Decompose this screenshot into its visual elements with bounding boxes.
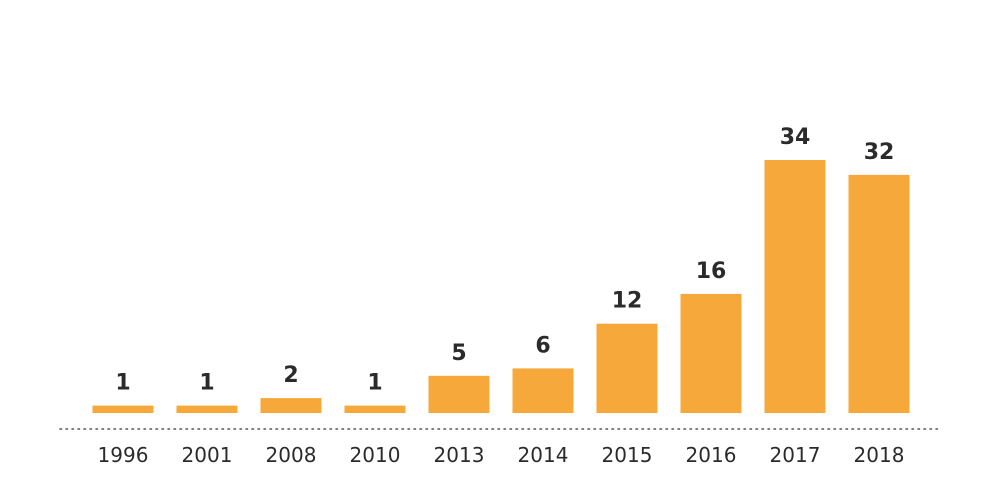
bar-2013 (428, 375, 490, 413)
value-label-2015: 12 (612, 289, 643, 314)
value-label-2014: 6 (535, 333, 550, 358)
x-tick-label-2008: 2008 (266, 443, 317, 467)
bar-2016 (680, 293, 742, 413)
bar-1996 (92, 405, 154, 413)
value-label-2008: 2 (283, 363, 298, 388)
x-tick-label-2001: 2001 (182, 443, 233, 467)
x-tick-label-2013: 2013 (434, 443, 485, 467)
value-label-1996: 1 (115, 371, 130, 396)
bar-2018 (848, 174, 910, 413)
x-tick-label-1996: 1996 (98, 443, 149, 467)
value-label-2016: 16 (696, 259, 727, 284)
x-tick-label-2014: 2014 (518, 443, 569, 467)
bar-2008 (260, 398, 322, 413)
value-label-2010: 1 (367, 371, 382, 396)
x-tick-label-2016: 2016 (686, 443, 737, 467)
bar-2001 (176, 405, 238, 413)
x-tick-label-2017: 2017 (770, 443, 821, 467)
bars-group (92, 160, 910, 413)
value-label-2018: 32 (864, 140, 895, 165)
value-label-2013: 5 (451, 341, 466, 366)
x-tick-label-2015: 2015 (602, 443, 653, 467)
bar-2017 (764, 160, 826, 413)
value-label-2017: 34 (780, 125, 811, 150)
bar-2015 (596, 323, 658, 413)
bar-2014 (512, 368, 574, 413)
x-tick-labels-group: 1996 2001 2008 2010 2013 2014 2015 2016 2017 2018 (98, 443, 905, 467)
x-tick-label-2018: 2018 (854, 443, 905, 467)
value-label-2001: 1 (199, 371, 214, 396)
x-tick-label-2010: 2010 (350, 443, 401, 467)
bar-2010 (344, 405, 406, 413)
